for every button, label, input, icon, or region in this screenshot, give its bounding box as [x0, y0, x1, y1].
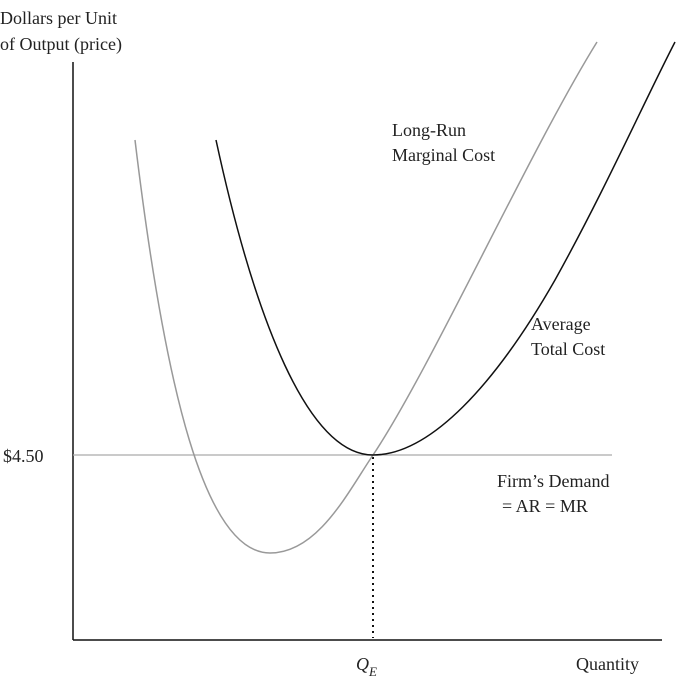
curve-label: Long-Run: [392, 120, 466, 140]
price-label: $4.50: [3, 446, 44, 466]
y-axis-label: Dollars per Unit: [0, 8, 117, 28]
quantity-label: QE: [356, 654, 377, 679]
curve-label: Total Cost: [531, 339, 605, 359]
quantity-main: Q: [356, 654, 369, 674]
y-axis-label: of Output (price): [0, 34, 122, 55]
curve-label: = AR = MR: [502, 496, 588, 516]
x-axis-label: Quantity: [576, 654, 639, 674]
curve-label: Marginal Cost: [392, 145, 495, 165]
curve-label: Firm’s Demand: [497, 471, 610, 491]
curve-label: Average: [531, 314, 591, 334]
average-total-cost-curve: [215, 41, 676, 456]
quantity-subscript: E: [368, 664, 377, 679]
marginal-cost-curve: [134, 41, 598, 554]
